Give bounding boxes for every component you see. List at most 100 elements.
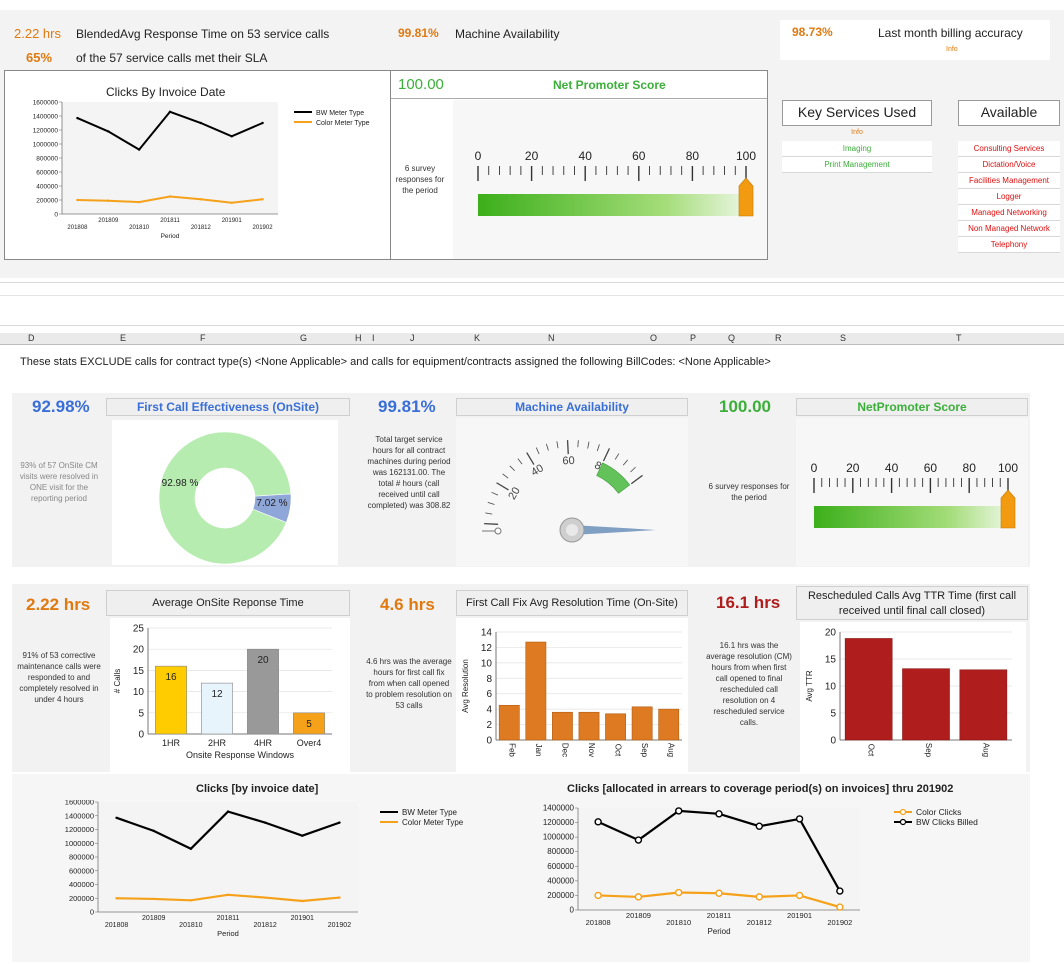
bar xyxy=(844,638,893,741)
gauge-tick-label: 60 xyxy=(924,462,938,475)
gauge-hub-inner xyxy=(566,524,578,536)
data-point xyxy=(675,888,683,897)
available-service[interactable]: Telephony xyxy=(958,237,1060,253)
gauge-tick-label: 40 xyxy=(885,462,899,475)
x-tick-label: 201810 xyxy=(666,918,691,927)
column-header: G xyxy=(300,333,308,343)
x-tick-label: 201902 xyxy=(827,918,852,927)
x-tick-label: Aug xyxy=(981,743,990,757)
bar-value-label: 5 xyxy=(306,719,312,730)
y-tick-label: 1000000 xyxy=(65,839,94,848)
fcf-chart-bg xyxy=(456,618,688,772)
nps-note: 6 survey responses for the period xyxy=(395,164,445,195)
nps2-gauge: 0 20 40 60 80 100 xyxy=(811,462,1018,529)
legend-label: Color Meter Type xyxy=(316,120,370,127)
service-imaging[interactable]: Imaging xyxy=(782,141,932,157)
column-header: R xyxy=(775,333,782,343)
x-tick-label: Sep xyxy=(924,743,933,758)
y-tick-label: 8 xyxy=(486,674,492,685)
x-tick-label: 201809 xyxy=(142,915,165,922)
y-axis-label: # Calls xyxy=(113,669,122,693)
billing-value: 98.73% xyxy=(792,25,833,39)
avail-label: Machine Availability xyxy=(455,27,560,41)
column-header: O xyxy=(650,333,658,343)
gauge-tick xyxy=(485,512,493,515)
clicks-by-invoice-chart: 0 200000 400000 600000 800000 1000000 1200000 1… xyxy=(33,100,370,240)
nps-value: 100.00 xyxy=(398,76,444,93)
data-point xyxy=(594,818,602,826)
ma-value: 99.81% xyxy=(378,397,436,416)
data-point xyxy=(755,893,763,901)
y-tick-label: 1000000 xyxy=(33,142,59,149)
y-tick-label: 1400000 xyxy=(33,114,59,121)
key-services-info-link[interactable]: Info xyxy=(851,129,863,136)
fcf-value: 4.6 hrs xyxy=(380,595,435,614)
data-point xyxy=(715,889,723,897)
y-tick-label: 400000 xyxy=(69,880,94,889)
column-header: T xyxy=(956,333,962,343)
gauge-tick xyxy=(526,452,535,465)
data-point xyxy=(594,891,602,900)
billing-info-link[interactable]: Info xyxy=(946,46,958,53)
available-service[interactable]: Non Managed Network xyxy=(958,221,1060,237)
clicks2-title: Clicks [allocated in arrears to coverage… xyxy=(567,783,954,795)
available-box xyxy=(958,100,1060,126)
data-point xyxy=(168,195,172,198)
y-tick-label: 600000 xyxy=(547,862,574,871)
data-point xyxy=(76,116,79,120)
y-tick-label: 0 xyxy=(570,906,575,915)
nps-gauge-bg xyxy=(453,100,767,259)
bar-value-label: 16 xyxy=(165,672,177,683)
available-service[interactable]: Dictation/Voice xyxy=(958,157,1060,173)
bar xyxy=(525,641,547,741)
fce-value: 92.98% xyxy=(32,397,90,416)
fcf-title: First Call Fix Avg Resolution Time (On-S… xyxy=(456,590,688,616)
y-tick-label: 1600000 xyxy=(65,800,94,807)
aort-title: Average OnSite Reponse Time xyxy=(106,590,350,616)
data-point xyxy=(338,896,341,899)
y-tick-label: 0 xyxy=(54,212,58,219)
row-band-mid xyxy=(0,295,1064,296)
kpi-resp-value: 2.22 hrs xyxy=(14,26,61,41)
gauge-tick xyxy=(502,473,509,479)
y-tick-label: 1400000 xyxy=(543,804,575,813)
gauge-tick xyxy=(622,459,628,466)
gauge-tick xyxy=(587,441,590,449)
data-point xyxy=(338,821,341,824)
gauge-tick xyxy=(602,448,611,462)
aort-note: 91% of 53 corrective maintenance calls w… xyxy=(17,651,101,704)
legend-marker xyxy=(899,818,907,826)
y-tick-label: 20 xyxy=(825,628,837,639)
gauge-needle xyxy=(572,525,656,535)
available-title: Available xyxy=(980,104,1038,120)
available-service[interactable]: Facilities Management xyxy=(958,173,1060,189)
gauge-tick xyxy=(545,443,549,451)
data-point xyxy=(107,199,110,202)
nps2-title: NetPromoter Score xyxy=(796,398,1028,416)
data-point xyxy=(261,121,264,125)
available-service[interactable]: Logger xyxy=(958,189,1060,205)
service-print-management[interactable]: Print Management xyxy=(782,157,932,173)
bar xyxy=(293,712,325,735)
gauge-tick xyxy=(491,491,499,496)
x-tick-label: 201808 xyxy=(105,922,128,929)
legend-label: Color Meter Type xyxy=(402,818,464,827)
x-axis-label: Period xyxy=(707,927,730,936)
x-tick-label: 4HR xyxy=(254,738,273,748)
key-services-title: Key Services Used xyxy=(797,104,917,120)
data-point xyxy=(230,201,233,204)
exclusion-notice: These stats EXCLUDE calls for contract t… xyxy=(20,356,771,368)
gauge-tick xyxy=(535,447,540,455)
available-service[interactable]: Managed Networking xyxy=(958,205,1060,221)
bar xyxy=(247,648,279,735)
data-point xyxy=(301,834,304,837)
legend-label: BW Clicks Billed xyxy=(916,817,978,827)
gauge-fill xyxy=(814,506,1008,528)
bar-value-label: 20 xyxy=(257,655,269,666)
x-tick-label: 201809 xyxy=(626,911,651,920)
gauge-tick xyxy=(630,474,643,485)
legend-label: BW Meter Type xyxy=(316,110,364,117)
bar xyxy=(155,665,187,735)
data-point xyxy=(261,198,264,201)
available-service[interactable]: Consulting Services xyxy=(958,141,1060,157)
